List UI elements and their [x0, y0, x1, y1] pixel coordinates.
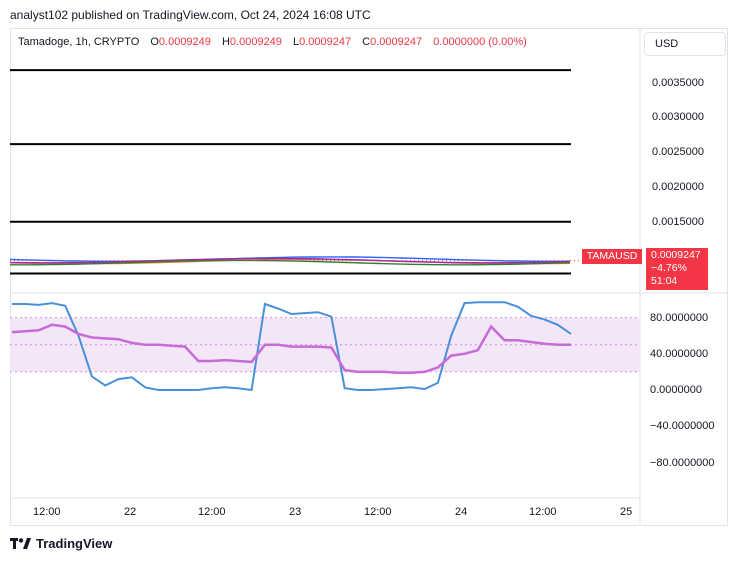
- chart-frame[interactable]: [10, 28, 728, 526]
- low-value: 0.0009247: [299, 36, 352, 48]
- symbol-legend: Tamadoge, 1h, CRYPTO O0.0009249 H0.00092…: [18, 36, 527, 48]
- brand-name: TradingView: [36, 536, 113, 551]
- price-tick: 0.0015000: [652, 216, 704, 228]
- close-label: C: [362, 36, 371, 48]
- change-value: 0.0000000 (0.00%): [433, 36, 527, 48]
- price-tick: 0.0030000: [652, 111, 704, 123]
- price-pane: [9, 69, 640, 275]
- moving-average-line: [9, 256, 571, 262]
- tradingview-logo[interactable]: TradingView: [10, 536, 112, 551]
- last-price-tag: 0.0009247 −4.76% 51:04: [646, 248, 708, 290]
- close-value: 0.0009247: [370, 36, 423, 48]
- time-tick: 12:00: [33, 506, 61, 518]
- low-label: L: [292, 36, 300, 48]
- high-value: 0.0009249: [229, 36, 282, 48]
- stoch-tick: 40.0000000: [650, 348, 709, 360]
- open-label: O: [150, 36, 159, 48]
- time-tick: 24: [455, 506, 468, 518]
- stoch-tick: 80.0000000: [650, 312, 709, 324]
- open-value: 0.0009249: [158, 36, 211, 48]
- stoch-tick: −80.0000000: [650, 457, 715, 469]
- symbol-label: Tamadoge, 1h, CRYPTO: [18, 36, 140, 48]
- time-tick: 25: [620, 506, 633, 518]
- symbol-price-tag: TAMAUSD: [582, 249, 642, 264]
- tradingview-logo-icon: [10, 537, 31, 549]
- time-tick: 12:00: [198, 506, 226, 518]
- stoch-tick: −40.0000000: [650, 420, 715, 432]
- price-change-pct: −4.76%: [651, 262, 687, 274]
- publisher-line: analyst102 published on TradingView.com,…: [10, 8, 371, 22]
- time-tick: 12:00: [529, 506, 557, 518]
- time-tick: 22: [124, 506, 137, 518]
- moving-average-line: [9, 257, 571, 264]
- stoch-d-line: [11, 323, 571, 375]
- time-tick: 12:00: [364, 506, 392, 518]
- currency-button[interactable]: USD: [644, 32, 726, 56]
- time-tick: 23: [289, 506, 302, 518]
- bar-countdown: 51:04: [651, 275, 678, 287]
- stochastic-pane: [10, 301, 640, 392]
- price-tick: 0.0035000: [652, 77, 704, 89]
- stoch-k-line: [12, 301, 572, 392]
- high-label: H: [221, 36, 230, 48]
- last-price: 0.0009247: [651, 249, 701, 261]
- price-tick: 0.0020000: [652, 181, 704, 193]
- price-tick: 0.0025000: [652, 146, 704, 158]
- stoch-tick: 0.0000000: [650, 384, 702, 396]
